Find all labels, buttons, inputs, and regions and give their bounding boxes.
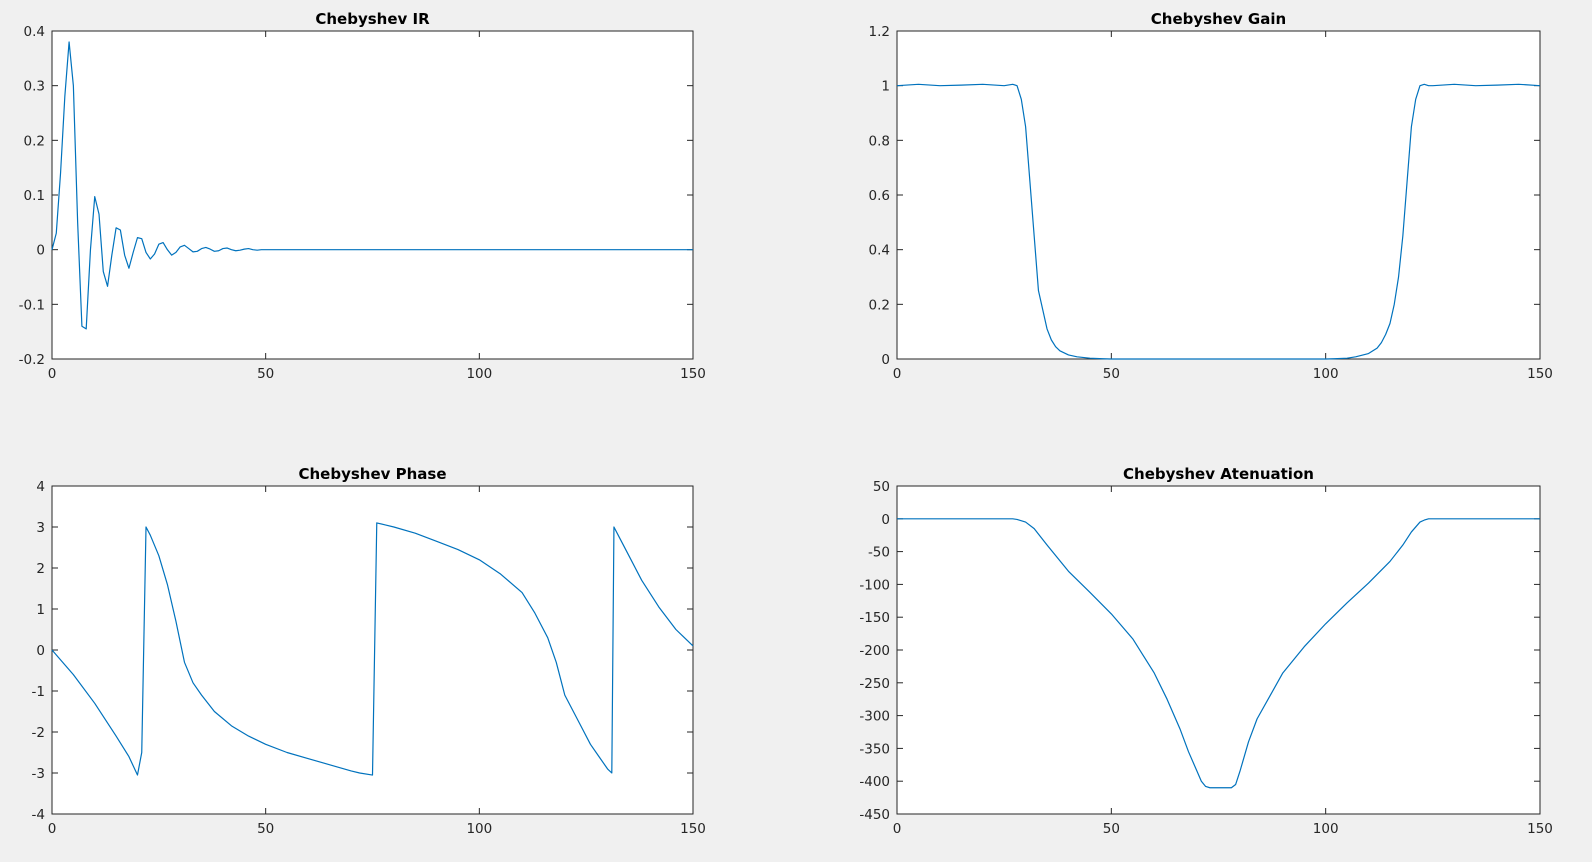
atenuation-ytick-label: -250 bbox=[859, 676, 890, 692]
atenuation-xtick-label: 100 bbox=[1313, 821, 1339, 837]
phase-ytick-label: -2 bbox=[32, 725, 45, 741]
gain-ytick-label: 1.2 bbox=[869, 24, 890, 40]
atenuation-ytick-label: -300 bbox=[859, 709, 890, 725]
atenuation-ytick-label: -450 bbox=[859, 807, 890, 823]
atenuation-ytick-label: -150 bbox=[859, 610, 890, 626]
ir-xtick-label: 0 bbox=[48, 366, 57, 382]
atenuation-ytick-label: -100 bbox=[859, 577, 890, 593]
gain-xtick-label: 100 bbox=[1313, 366, 1339, 382]
phase-ytick-label: 0 bbox=[36, 643, 45, 659]
ir-ytick-label: 0.4 bbox=[24, 24, 45, 40]
atenuation-ytick-label: 50 bbox=[873, 479, 890, 495]
ir-xtick-label: 50 bbox=[257, 366, 274, 382]
phase-ytick-label: -3 bbox=[32, 766, 45, 782]
ir-ytick-label: 0.2 bbox=[24, 133, 45, 149]
ir-xtick-label: 150 bbox=[680, 366, 706, 382]
gain-ytick-label: 0 bbox=[881, 352, 890, 368]
gain-ytick-label: 0.8 bbox=[869, 133, 890, 149]
atenuation-xtick-label: 0 bbox=[893, 821, 902, 837]
gain-title: Chebyshev Gain bbox=[1151, 10, 1286, 28]
ir-ytick-label: 0.3 bbox=[24, 79, 45, 95]
gain-xtick-label: 150 bbox=[1527, 366, 1553, 382]
phase-ytick-label: -4 bbox=[32, 807, 45, 823]
atenuation-axes bbox=[896, 485, 1541, 815]
ir-ytick-label: -0.1 bbox=[19, 297, 45, 313]
gain-ytick-label: 0.4 bbox=[869, 243, 890, 259]
atenuation-xtick-label: 150 bbox=[1527, 821, 1553, 837]
ir-xtick-label: 100 bbox=[466, 366, 492, 382]
gain-panel: Chebyshev Gain 0 50 100 150 0 0.2 0.4 0.6 0.8 1 1.… bbox=[869, 10, 1553, 382]
atenuation-series-line bbox=[897, 518, 1540, 789]
phase-ytick-label: -1 bbox=[32, 684, 45, 700]
atenuation-ytick-label: 0 bbox=[881, 512, 890, 528]
phase-ytick-label: 2 bbox=[36, 561, 45, 577]
gain-axes bbox=[896, 30, 1541, 360]
ir-series-line bbox=[51, 41, 693, 330]
gain-xtick-label: 0 bbox=[893, 366, 902, 382]
ir-axes bbox=[51, 30, 694, 360]
atenuation-ytick-label: -200 bbox=[859, 643, 890, 659]
atenuation-xtick-label: 50 bbox=[1103, 821, 1120, 837]
ir-ytick-label: -0.2 bbox=[19, 352, 45, 368]
phase-xtick-label: 50 bbox=[257, 821, 274, 837]
atenuation-ytick-label: -400 bbox=[859, 774, 890, 790]
atenuation-ytick-label: -50 bbox=[868, 545, 890, 561]
phase-title: Chebyshev Phase bbox=[298, 465, 446, 483]
atenuation-panel: Chebyshev Atenuation 0 50 100 150 -450 -400 -3… bbox=[859, 465, 1553, 837]
gain-xtick-label: 50 bbox=[1103, 366, 1120, 382]
phase-series-line bbox=[51, 522, 694, 776]
phase-ytick-label: 4 bbox=[36, 479, 45, 495]
atenuation-ytick-label: -350 bbox=[859, 741, 890, 757]
phase-xtick-label: 0 bbox=[48, 821, 57, 837]
ir-ytick-label: 0.1 bbox=[24, 188, 45, 204]
atenuation-title: Chebyshev Atenuation bbox=[1123, 465, 1314, 483]
gain-ytick-label: 0.2 bbox=[869, 297, 890, 313]
ir-ytick-label: 0 bbox=[36, 243, 45, 259]
gain-series-line bbox=[896, 83, 1541, 360]
phase-ytick-label: 1 bbox=[36, 602, 45, 618]
phase-xtick-label: 150 bbox=[680, 821, 706, 837]
ir-title: Chebyshev IR bbox=[315, 10, 430, 28]
phase-ytick-label: 3 bbox=[36, 520, 45, 536]
gain-ytick-label: 0.6 bbox=[869, 188, 890, 204]
phase-xtick-label: 100 bbox=[466, 821, 492, 837]
phase-panel: Chebyshev Phase 0 50 100 150 -4 -3 -2 -1 0 1 2 3 4 bbox=[32, 465, 706, 837]
gain-ytick-label: 1 bbox=[881, 79, 890, 95]
ir-panel: Chebyshev IR 0 50 100 150 -0.2 -0.1 0 0.1 0.2 0.3… bbox=[19, 10, 706, 382]
